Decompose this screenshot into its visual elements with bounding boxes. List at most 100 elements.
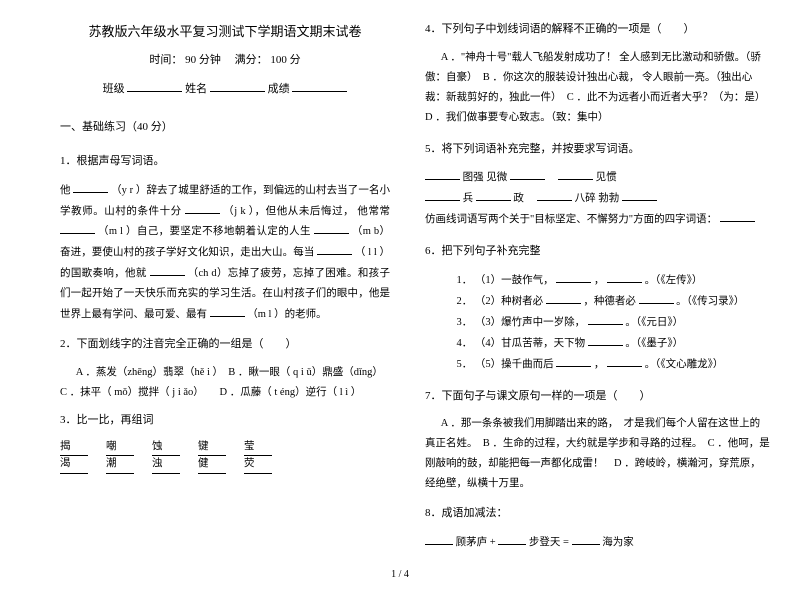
q8-b2 [498, 532, 526, 545]
q3-r1c1: 揭 [60, 439, 88, 457]
q8-a: 顾茅庐 + [456, 537, 496, 548]
q6-i1-b2 [607, 270, 642, 283]
q8-b3 [572, 532, 600, 545]
q1-b3 [60, 221, 95, 234]
q1-num: 1．根据声母写词语。 [60, 152, 390, 172]
q1-t4: （m l ）自己，要坚定不移地朝着认定的人生 [98, 226, 311, 237]
q6-i4: 4． （4）甘瓜苦蒂，天下物 。（《墨子》） [425, 333, 770, 354]
q1-b6 [150, 263, 185, 276]
q5-b1 [425, 167, 460, 180]
q8-body: 顾茅庐 + 步登天 = 海为家 [425, 532, 770, 553]
q1-conn: 他常常 [357, 206, 390, 217]
q6-i2-n: 2． [457, 296, 473, 307]
q6-list: 1． （1）一鼓作气， ， 。（《左传》） 2． （2）种树者必 ，种德者必 。… [425, 270, 770, 375]
class-blank [127, 79, 182, 92]
q6-i1-c: 。（《左传》） [645, 275, 703, 286]
q6-i5-n: 5． [457, 359, 473, 370]
q3-r1c3: 蚀 [152, 439, 180, 457]
q6-i4-a: （4）甘瓜苦蒂，天下物 [475, 338, 585, 349]
q6-i5: 5． （5）操千曲而后 ， 。（《文心雕龙》） [425, 354, 770, 375]
score-label: 满分： [235, 54, 268, 66]
q6-i5-b2 [607, 354, 642, 367]
q3-r1c4: 键 [198, 439, 226, 457]
q8-c: 海为家 [602, 537, 634, 548]
q1-b2 [185, 201, 220, 214]
q8-b: 步登天 = [529, 537, 569, 548]
q5-line2: 兵 政 八碎 勃勃 [425, 188, 770, 209]
class-label: 班级 [103, 83, 125, 95]
q4-num: 4．下列句子中划线词语的解释不正确的一项是（ ） [425, 20, 770, 40]
q6-i1-b1 [556, 270, 591, 283]
q8-b1 [425, 532, 453, 545]
q7-num: 7．下面句子与课文原句一样的一项是（ ） [425, 387, 770, 407]
q6-i1-n: 1． [457, 275, 473, 286]
q6-i2: 2． （2）种树者必 ，种德者必 。（《传习录》） [425, 291, 770, 312]
q1-t3: （j k ），但他从未后悔过， [223, 206, 354, 217]
q6-i1-a: （1）一鼓作气， [475, 275, 554, 286]
q3-c1: 揭 渴 [60, 439, 88, 475]
section-1-heading: 一、基础练习（40 分） [60, 118, 390, 138]
q5-b2 [510, 167, 545, 180]
q3-c3: 蚀 浊 [152, 439, 180, 475]
q6-i1-b: ， [594, 275, 605, 286]
q5-t3: 兵 [463, 193, 474, 204]
q3-r2c1: 渴 [60, 456, 88, 474]
q5-t2: 见惯 [596, 172, 617, 183]
q3-r2c2: 潮 [106, 456, 134, 474]
q5-line1: 图强 见微 见惯 [425, 167, 770, 188]
q3-c5: 莹 荧 [244, 439, 272, 475]
page-number: 1 / 4 [391, 566, 409, 584]
q6-i2-b2 [639, 291, 674, 304]
q3-r2c5: 荧 [244, 456, 272, 474]
left-column: 苏教版六年级水平复习测试下学期语文期末试卷 时间： 90 分钟 满分： 100 … [60, 20, 415, 582]
q8-num: 8．成语加减法： [425, 504, 770, 524]
student-info: 班级 姓名 成绩 [60, 79, 390, 100]
q5-b7 [622, 188, 657, 201]
time-value: 90 分钟 [185, 54, 221, 66]
q5-b3 [558, 167, 593, 180]
q3-r1c5: 莹 [244, 439, 272, 457]
q1-b1 [73, 180, 108, 193]
q5-b5 [476, 188, 511, 201]
q6-i3: 3． （3）爆竹声中一岁除， 。（《元日》） [425, 312, 770, 333]
score-value: 100 分 [270, 54, 300, 66]
time-label: 时间： [149, 54, 182, 66]
q5-line3: 仿画线词语写两个关于"目标坚定、不懈努力"方面的四字词语： [425, 209, 770, 230]
right-column: 4．下列句子中划线词语的解释不正确的一项是（ ） A ．"神舟十号"载人飞船发射… [415, 20, 770, 582]
q5-t5: 八碎 勃勃 [575, 193, 620, 204]
exam-meta: 时间： 90 分钟 满分： 100 分 [60, 51, 390, 71]
q6-i5-a: （5）操千曲而后 [475, 359, 554, 370]
q5-b6 [537, 188, 572, 201]
q3-r2c3: 浊 [152, 456, 180, 474]
q6-i3-b1 [588, 312, 623, 325]
exam-title: 苏教版六年级水平复习测试下学期语文期末试卷 [60, 20, 390, 43]
q7-opts: A ．那一条条被我们用脚踏出来的路， 才是我们每个人留在这世上的真正名姓。 B … [425, 414, 770, 494]
q5-b8 [720, 209, 755, 222]
q6-i3-b: 。（《元日》） [625, 317, 683, 328]
q3-num: 3．比一比，再组词 [60, 411, 390, 431]
q6-i2-b1 [546, 291, 581, 304]
q6-i3-a: （3）爆竹声中一岁除， [475, 317, 585, 328]
name-label: 姓名 [185, 83, 207, 95]
q6-num: 6．把下列句子补充完整 [425, 242, 770, 262]
q1-t1: 他 [60, 185, 71, 196]
q2-opts: A ．蒸发（zhēng）翡翠（hě i ） B ．瞅一眼（ q i ǔ）鼎盛（d… [60, 363, 390, 403]
q6-i3-n: 3． [457, 317, 473, 328]
q1-b7 [210, 304, 245, 317]
q1-t8: （m l ）的老师。 [247, 309, 326, 320]
grade-blank [292, 79, 347, 92]
q3-r1c2: 嘲 [106, 439, 134, 457]
grade-label: 成绩 [268, 83, 290, 95]
q3-r2c4: 健 [198, 456, 226, 474]
q2-num: 2．下面划线字的注音完全正确的一组是（ ） [60, 335, 390, 355]
q5-b4 [425, 188, 460, 201]
q1-b4 [314, 221, 349, 234]
q5-num: 5．将下列词语补充完整，并按要求写词语。 [425, 140, 770, 160]
q4-opts: A ．"神舟十号"载人飞船发射成功了！ 全人感到无比激动和骄傲。（骄傲：自豪） … [425, 48, 770, 128]
q1-body: 他 （y r ）辞去了城里舒适的工作，到偏远的山村去当了一名小学教师。山村的条件… [60, 180, 390, 326]
name-blank [210, 79, 265, 92]
q5-t1: 图强 见微 [463, 172, 508, 183]
q3-c2: 嘲 潮 [106, 439, 134, 475]
q5-t4: 政 [513, 193, 524, 204]
q5-t6: 仿画线词语写两个关于"目标坚定、不懈努力"方面的四字词语： [425, 214, 717, 225]
